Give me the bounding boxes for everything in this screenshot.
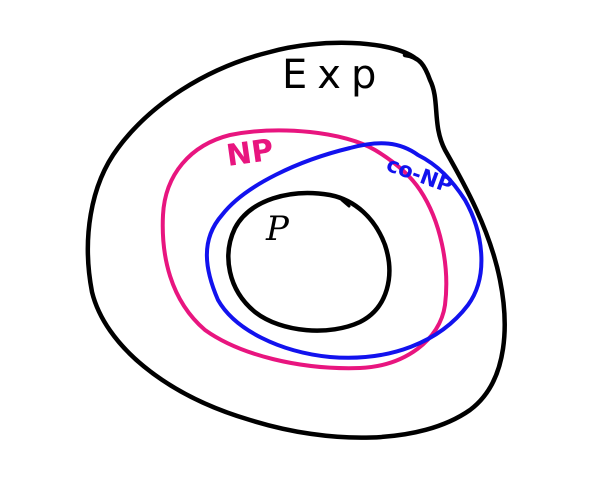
exp-region (85, 40, 507, 440)
np-label: NP (224, 133, 276, 174)
exp-label: Exp (282, 52, 386, 98)
np-region (160, 128, 449, 371)
p-label: P (265, 209, 290, 249)
p-region (226, 190, 392, 333)
p-region-tail (340, 198, 351, 208)
co-np-region (204, 141, 484, 360)
